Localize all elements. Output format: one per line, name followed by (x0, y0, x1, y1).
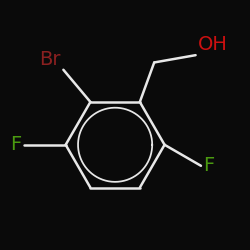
Text: F: F (204, 156, 215, 175)
Text: OH: OH (198, 35, 228, 54)
Text: F: F (10, 135, 21, 154)
Text: Br: Br (40, 50, 61, 68)
